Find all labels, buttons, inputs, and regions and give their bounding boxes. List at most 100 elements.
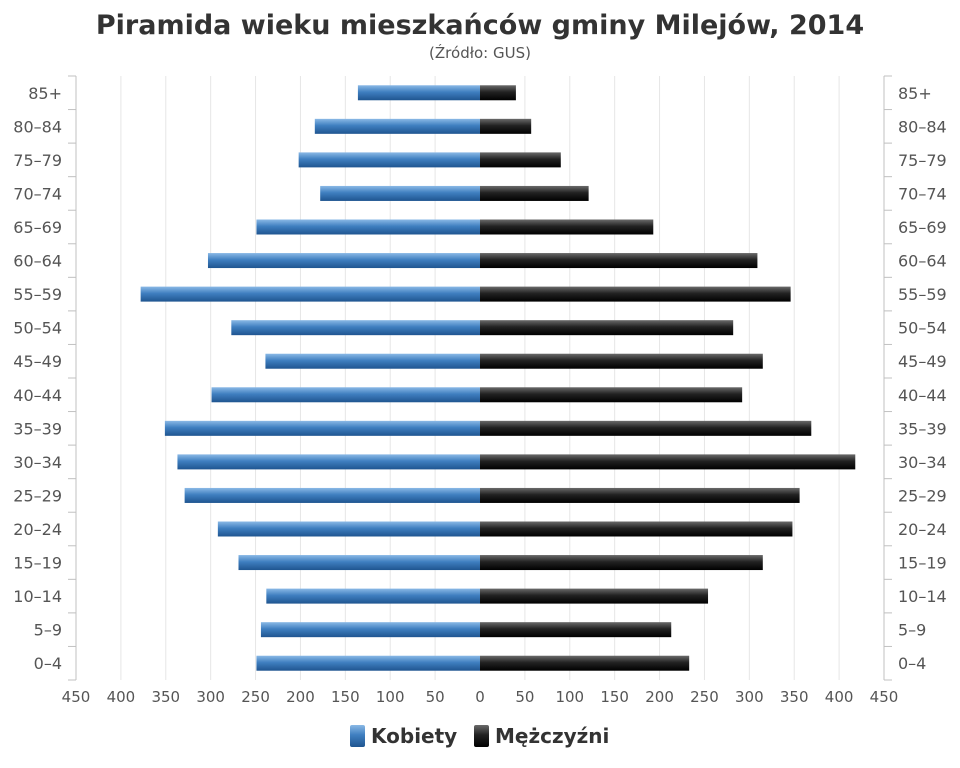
category-label-right: 85+ bbox=[898, 84, 932, 103]
x-tick-label: 150 bbox=[331, 688, 360, 706]
category-label-left: 0–4 bbox=[34, 654, 62, 673]
category-label-left: 25–29 bbox=[13, 486, 62, 505]
bar-female bbox=[184, 487, 480, 503]
category-label-left: 40–44 bbox=[13, 386, 62, 405]
bar-male bbox=[480, 152, 561, 168]
x-tick-label: 250 bbox=[241, 688, 270, 706]
category-label-right: 70–74 bbox=[898, 184, 947, 203]
category-label-right: 45–49 bbox=[898, 352, 947, 371]
bar-male bbox=[480, 487, 800, 503]
axes bbox=[68, 75, 892, 681]
category-label-left: 70–74 bbox=[13, 184, 62, 203]
category-label-left: 75–79 bbox=[13, 151, 62, 170]
legend-item-male[interactable]: Mężczyźni bbox=[474, 724, 609, 748]
category-label-right: 10–14 bbox=[898, 587, 947, 606]
bar-male bbox=[480, 320, 734, 336]
category-label-left: 80–84 bbox=[13, 117, 62, 136]
category-label-left: 55–59 bbox=[13, 285, 62, 304]
bar-male bbox=[480, 521, 793, 537]
bar-male bbox=[480, 118, 532, 134]
x-tick-label: 400 bbox=[107, 688, 136, 706]
bar-female bbox=[260, 622, 480, 638]
x-tick-label: 400 bbox=[825, 688, 854, 706]
category-label-right: 55–59 bbox=[898, 285, 947, 304]
bar-male bbox=[480, 588, 709, 604]
category-labels: 0–4 0–4 5–9 5–9 10–14 10–14 15–19 15–19 20–24 20–… bbox=[13, 84, 946, 673]
category-label-left: 35–39 bbox=[13, 419, 62, 438]
bar-female bbox=[140, 286, 480, 302]
category-label-right: 30–34 bbox=[898, 453, 947, 472]
bar-male bbox=[480, 353, 763, 369]
bar-male bbox=[480, 655, 690, 671]
category-label-right: 80–84 bbox=[898, 117, 947, 136]
bar-male bbox=[480, 454, 856, 470]
bar-female bbox=[265, 353, 480, 369]
category-label-left: 10–14 bbox=[13, 587, 62, 606]
legend-label-male: Mężczyźni bbox=[495, 724, 609, 748]
category-label-right: 50–54 bbox=[898, 319, 947, 338]
bar-female bbox=[207, 253, 480, 269]
x-tick-label: 50 bbox=[515, 688, 534, 706]
grid-lines bbox=[120, 76, 840, 680]
category-label-left: 50–54 bbox=[13, 319, 62, 338]
category-label-right: 25–29 bbox=[898, 486, 947, 505]
legend-item-female[interactable]: Kobiety bbox=[350, 724, 457, 748]
bar-female bbox=[314, 118, 480, 134]
bar-female bbox=[298, 152, 480, 168]
bar-male bbox=[480, 219, 654, 235]
x-tick-label: 350 bbox=[780, 688, 809, 706]
x-tick-label: 200 bbox=[645, 688, 674, 706]
bar-female bbox=[217, 521, 481, 537]
bar-female bbox=[231, 320, 480, 336]
category-label-left: 85+ bbox=[28, 84, 62, 103]
category-label-right: 75–79 bbox=[898, 151, 947, 170]
bar-female bbox=[266, 588, 480, 604]
legend-swatch-female bbox=[350, 725, 365, 747]
bar-male bbox=[480, 253, 758, 269]
legend[interactable]: Kobiety Mężczyźni bbox=[350, 724, 609, 748]
bar-female bbox=[256, 219, 480, 235]
category-label-left: 30–34 bbox=[13, 453, 62, 472]
bars bbox=[140, 85, 856, 671]
category-label-left: 45–49 bbox=[13, 352, 62, 371]
bar-male bbox=[480, 622, 672, 638]
x-tick-label: 250 bbox=[690, 688, 719, 706]
bar-male bbox=[480, 555, 763, 571]
bar-female bbox=[238, 555, 480, 571]
bar-female bbox=[211, 387, 480, 403]
legend-swatch-male bbox=[474, 725, 489, 747]
category-label-left: 5–9 bbox=[34, 621, 62, 640]
bar-male bbox=[480, 185, 589, 201]
x-tick-label: 50 bbox=[426, 688, 445, 706]
category-label-left: 60–64 bbox=[13, 252, 62, 271]
category-label-right: 40–44 bbox=[898, 386, 947, 405]
category-label-right: 5–9 bbox=[898, 621, 926, 640]
category-label-right: 35–39 bbox=[898, 419, 947, 438]
x-tick-label: 300 bbox=[196, 688, 225, 706]
legend-label-female: Kobiety bbox=[371, 724, 457, 748]
category-label-right: 20–24 bbox=[898, 520, 947, 539]
bar-male bbox=[480, 420, 812, 436]
bar-female bbox=[256, 655, 480, 671]
x-tick-label: 450 bbox=[62, 688, 91, 706]
category-label-left: 15–19 bbox=[13, 554, 62, 573]
bar-female bbox=[177, 454, 480, 470]
chart-subtitle: (Źródło: GUS) bbox=[429, 43, 531, 62]
x-tick-label: 0 bbox=[475, 688, 485, 706]
x-tick-labels: 450 400 350 300 250 200 150 100 50 0 50 100 150 200 25… bbox=[62, 688, 899, 706]
bar-female bbox=[164, 420, 480, 436]
x-tick-label: 450 bbox=[870, 688, 899, 706]
x-tick-label: 150 bbox=[600, 688, 629, 706]
category-label-left: 65–69 bbox=[13, 218, 62, 237]
category-label-right: 65–69 bbox=[898, 218, 947, 237]
x-tick-label: 200 bbox=[286, 688, 315, 706]
bar-male bbox=[480, 286, 791, 302]
category-label-right: 15–19 bbox=[898, 554, 947, 573]
x-tick-label: 350 bbox=[151, 688, 180, 706]
bar-male bbox=[480, 387, 743, 403]
x-tick-label: 100 bbox=[376, 688, 405, 706]
x-tick-label: 300 bbox=[735, 688, 764, 706]
bar-female bbox=[357, 85, 480, 101]
category-label-right: 60–64 bbox=[898, 252, 947, 271]
